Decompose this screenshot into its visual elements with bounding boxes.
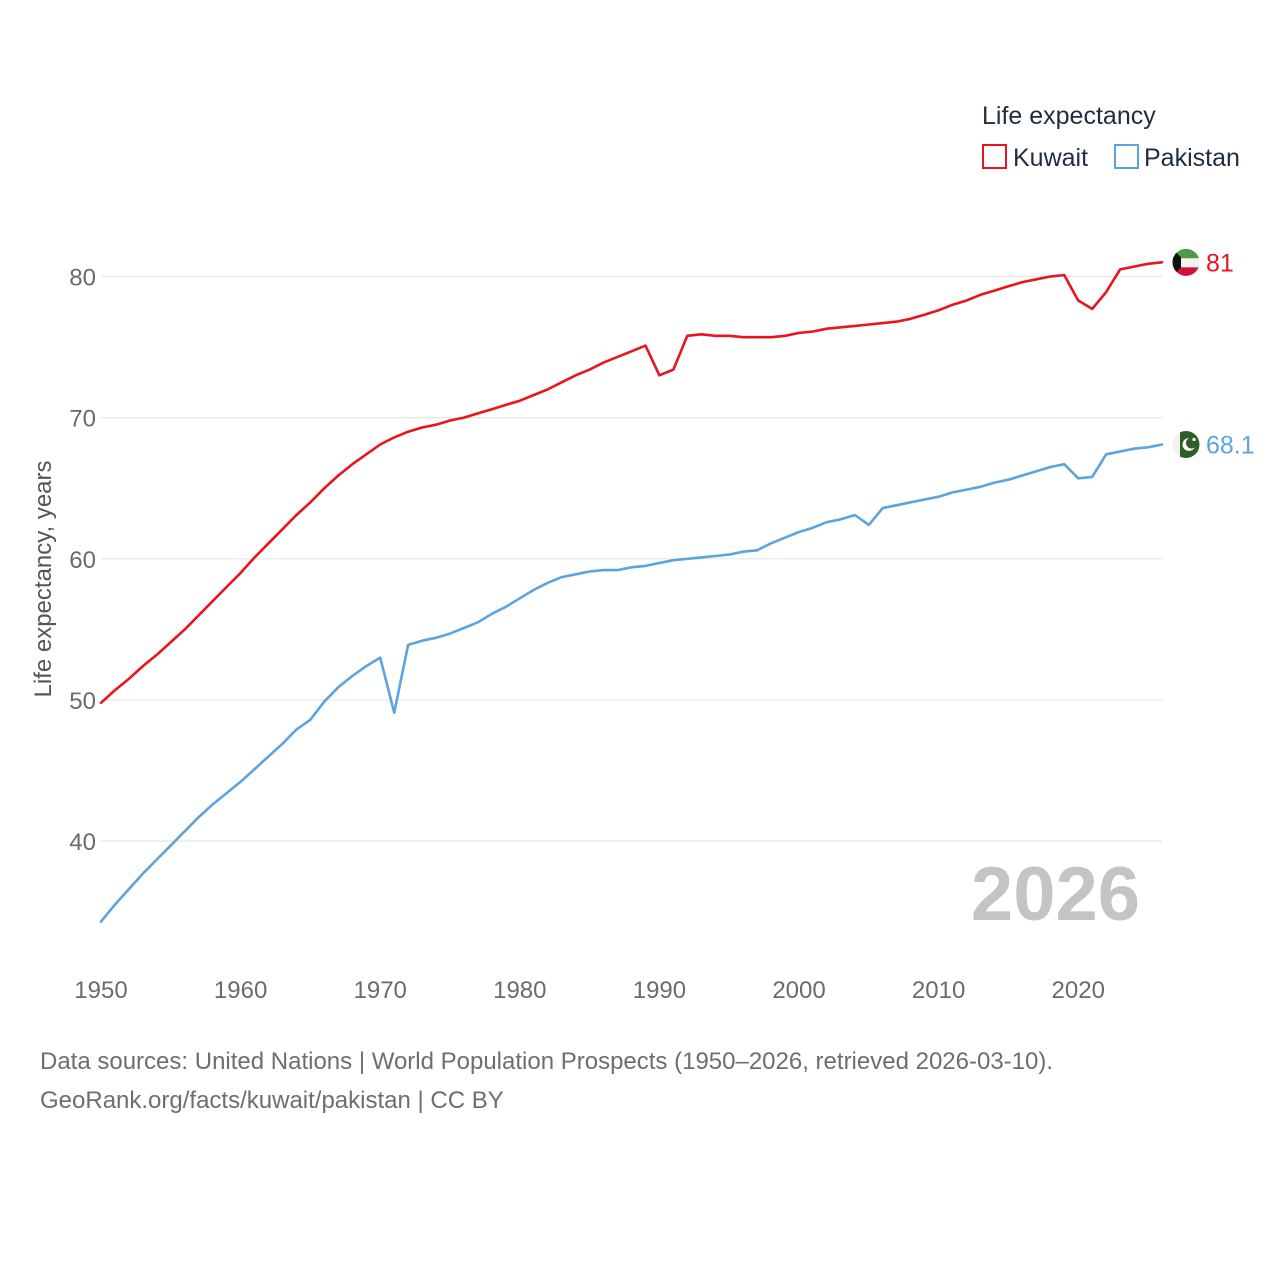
source-line-1: Data sources: United Nations | World Pop… <box>40 1048 1054 1075</box>
series-end-markers: 81 68.1 <box>1171 247 1255 459</box>
legend-item-pakistan[interactable]: Pakistan <box>1114 144 1240 172</box>
series-lines <box>99 260 1164 923</box>
y-tick-label-60: 60 <box>69 547 96 574</box>
series-line-kuwait[interactable] <box>99 260 1164 705</box>
gridlines <box>101 275 1162 842</box>
series-line-pakistan[interactable] <box>99 443 1164 923</box>
y-tick-label-80: 80 <box>69 264 96 291</box>
x-tick-label-2010: 2010 <box>912 977 965 1004</box>
legend-label-pakistan: Pakistan <box>1144 144 1240 172</box>
x-tick-label-1960: 1960 <box>214 977 267 1004</box>
y-tick-label-70: 70 <box>69 406 96 433</box>
x-tick-label-1950: 1950 <box>74 977 127 1004</box>
end-value-label-pakistan: 68.1 <box>1206 431 1255 459</box>
pakistan-flag-icon <box>1172 430 1200 459</box>
legend-title: Life expectancy <box>982 102 1156 130</box>
y-axis-ticks: 40 50 60 70 80 <box>69 264 96 856</box>
x-axis-ticks: 1950 1960 1970 1980 1990 2000 2010 2020 <box>74 977 1105 1004</box>
source-line-2[interactable]: GeoRank.org/facts/kuwait/pakistan | CC B… <box>40 1087 504 1114</box>
x-tick-label-2020: 2020 <box>1052 977 1105 1004</box>
legend-item-kuwait[interactable]: Kuwait <box>982 144 1088 172</box>
x-tick-label-1970: 1970 <box>354 977 407 1004</box>
end-value-label-kuwait: 81 <box>1206 249 1234 277</box>
x-tick-label-1980: 1980 <box>493 977 546 1004</box>
legend-label-kuwait: Kuwait <box>1013 144 1088 172</box>
y-tick-label-50: 50 <box>69 688 96 715</box>
x-tick-label-2000: 2000 <box>772 977 825 1004</box>
y-axis-title: Life expectancy, years <box>30 460 57 697</box>
flag-ring-kuwait <box>1171 247 1201 277</box>
line-chart: 40 50 60 70 80 1950 1960 1970 1980 1990 2000 2010 2… <box>30 102 1255 1004</box>
x-tick-label-1990: 1990 <box>633 977 686 1004</box>
flag-ring-pakistan <box>1171 429 1201 459</box>
source-note: Data sources: United Nations | World Pop… <box>40 1042 1053 1120</box>
current-year-label: 2026 <box>971 852 1140 937</box>
legend-swatch-kuwait <box>982 144 1007 169</box>
legend-swatch-pakistan <box>1114 144 1139 169</box>
y-tick-label-40: 40 <box>69 829 96 856</box>
legend: Life expectancy Kuwait Pakistan <box>982 102 1240 172</box>
